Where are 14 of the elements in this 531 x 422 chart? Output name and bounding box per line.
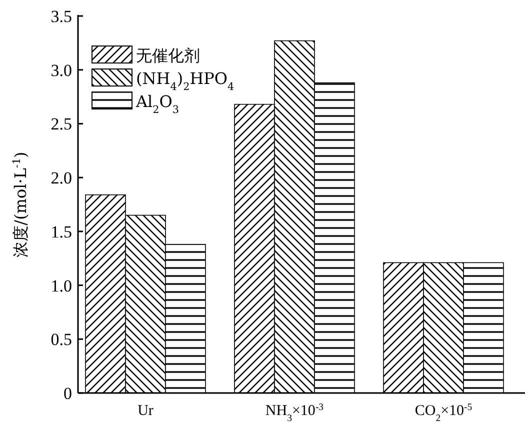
legend-label: 无催化剂 <box>136 46 200 65</box>
legend-label: Al$_{2}$O$_{3}$ <box>135 92 180 116</box>
x-tick-label: NH$_{3}$×10$^{-3}$ <box>265 402 324 422</box>
legend-label: (NH$_{4}$)$_{2}$HPO$_{4}$ <box>136 69 235 93</box>
y-tick-label: 0 <box>64 384 72 403</box>
x-tick-label: CO$_{2}$×10$^{-5}$ <box>414 402 472 422</box>
y-tick-label: 0.5 <box>50 330 72 350</box>
y-tick-label: 1.5 <box>50 222 72 242</box>
y-tick-label: 2.0 <box>50 168 72 188</box>
x-tick-label: Ur <box>138 403 154 419</box>
y-tick-label: 3.5 <box>50 7 72 26</box>
y-tick-label: 1.0 <box>50 276 72 296</box>
y-tick-label: 3.0 <box>50 60 72 80</box>
y-tick-label: 2.5 <box>50 114 72 134</box>
